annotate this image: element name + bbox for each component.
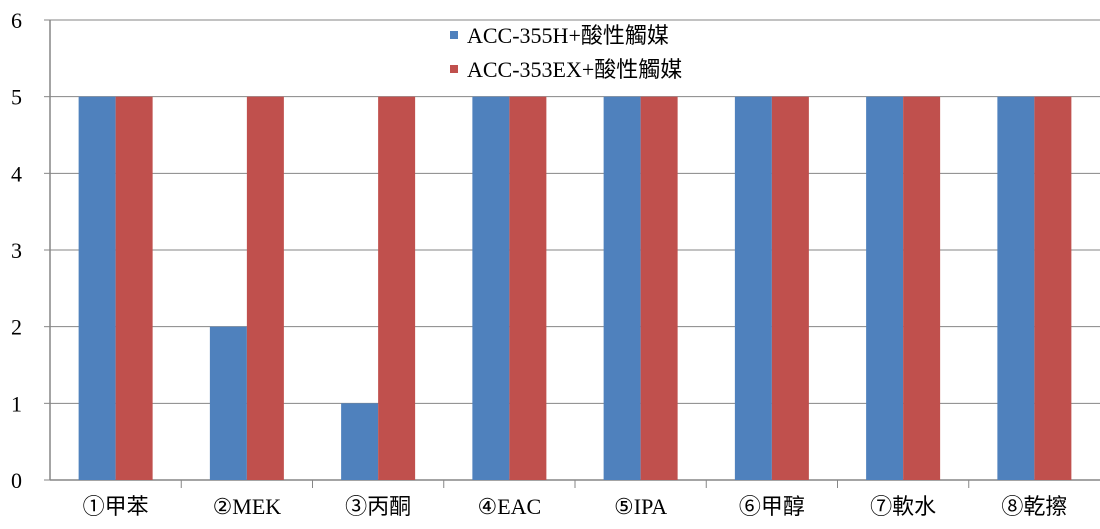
x-tick-label: ⑤IPA (614, 494, 667, 519)
x-tick-label: ②MEK (213, 494, 282, 519)
bar (771, 96, 809, 481)
legend-label: ACC-353EX+酸性觸媒 (467, 57, 682, 82)
bar (1034, 96, 1072, 481)
bar (640, 96, 678, 481)
bar (472, 96, 510, 481)
bar (997, 96, 1035, 481)
bar (866, 96, 904, 481)
legend-swatch (450, 65, 458, 73)
bar (509, 96, 547, 481)
x-tick-labels: ①甲苯 ②MEK ③丙酮 ④EAC ⑤IPA ⑥甲醇 ⑦軟水 ⑧乾擦 (83, 494, 1068, 519)
bar (78, 96, 116, 481)
y-tick-label: 1 (11, 391, 22, 416)
y-tick-labels: 0 1 2 3 4 5 6 (11, 8, 22, 493)
x-tick-label: ①甲苯 (83, 494, 149, 519)
y-tick-label: 3 (11, 238, 22, 263)
bar (378, 96, 416, 481)
bars (78, 96, 1072, 481)
x-tick-label: ③丙酮 (345, 494, 411, 519)
y-tick-label: 6 (11, 8, 22, 33)
bar (209, 326, 247, 480)
bar (341, 403, 379, 480)
legend: ACC-355H+酸性觸媒 ACC-353EX+酸性觸媒 (450, 23, 682, 82)
y-tick-label: 2 (11, 315, 22, 340)
gridlines (44, 19, 1100, 488)
legend-label: ACC-355H+酸性觸媒 (467, 23, 669, 48)
x-tick-label: ⑥甲醇 (739, 494, 805, 519)
bar (246, 96, 284, 481)
bar (903, 96, 941, 481)
y-tick-label: 4 (11, 161, 22, 186)
x-tick-label: ④EAC (478, 494, 542, 519)
x-tick-label: ⑧乾擦 (1001, 494, 1067, 519)
bar (115, 96, 153, 481)
bar (603, 96, 641, 481)
bar (734, 96, 772, 481)
y-tick-label: 5 (11, 85, 22, 110)
x-tick-label: ⑦軟水 (870, 494, 936, 519)
y-tick-label: 0 (11, 468, 22, 493)
legend-swatch (450, 31, 458, 39)
